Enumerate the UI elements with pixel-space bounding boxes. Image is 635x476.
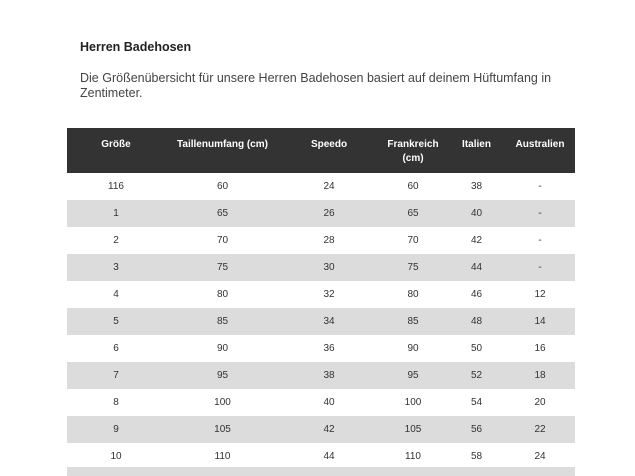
table-cell: 40 xyxy=(323,397,335,408)
table-cell: 24 xyxy=(323,181,335,192)
title: Herren Badehosen xyxy=(80,40,192,54)
table-cell: 60 xyxy=(407,181,419,192)
header-row: Größe Taillenumfang (cm) Speedo Frankreich … xyxy=(67,128,575,173)
column-header: Taillenumfang (cm) xyxy=(165,128,280,173)
table-cell: 30 xyxy=(280,254,378,281)
table-cell: 100 xyxy=(404,397,422,408)
table-cell: 48 xyxy=(448,308,505,335)
table-cell: 85 xyxy=(165,308,280,335)
table-cell: 116 xyxy=(108,181,124,192)
table-cell: 110 xyxy=(214,451,231,462)
table-cell: 3 xyxy=(67,254,165,281)
table-cell: 26 xyxy=(280,200,378,227)
table-cell: 110 xyxy=(405,451,421,462)
table-cell: 16 xyxy=(534,343,546,354)
table-cell: 80 xyxy=(216,289,229,300)
table-head: Größe Taillenumfang (cm) Speedo Frankreich … xyxy=(67,128,575,173)
table-cell: 80 xyxy=(407,289,419,300)
table-cell: 38 xyxy=(470,181,483,192)
row-stripe xyxy=(67,467,575,476)
table-cell: 1 xyxy=(67,200,165,227)
table-row: 6 90 36 90 50 16 xyxy=(67,335,575,362)
table-cell: 14 xyxy=(505,308,575,335)
table-cell: - xyxy=(538,181,542,192)
table-cell: 9 xyxy=(67,416,165,443)
table-cell: 70 xyxy=(216,235,229,246)
table-row: 116 60 24 60 38 - xyxy=(67,173,575,200)
table-cell: 8 xyxy=(113,397,119,408)
table-cell: 4 xyxy=(113,289,119,300)
table-cell: 46 xyxy=(470,289,483,300)
table-cell: 40 xyxy=(448,200,505,227)
table-cell: 60 xyxy=(216,181,229,192)
table-cell: 2 xyxy=(113,235,119,246)
column-header: Speedo xyxy=(280,128,378,173)
table-cell: 90 xyxy=(407,343,419,354)
column-header: Italien xyxy=(448,128,505,173)
table-cell: 34 xyxy=(280,308,378,335)
table-cell: 12 xyxy=(534,289,546,300)
table-cell: 42 xyxy=(470,235,483,246)
table-row: 9 105 42 105 56 22 xyxy=(67,416,575,443)
table-cell: 105 xyxy=(165,416,280,443)
table-row: 2 70 28 70 42 - xyxy=(67,227,575,254)
column-header: Frankreich (cm) xyxy=(378,128,448,173)
column-header: Größe xyxy=(67,128,165,173)
table-cell: 65 xyxy=(378,200,448,227)
table-row: 3 75 30 75 44- xyxy=(67,254,575,281)
table-cell: 10 xyxy=(110,451,122,462)
table-cell: 6 xyxy=(113,343,119,354)
table-cell: 44 xyxy=(448,254,505,281)
table-cell: 36 xyxy=(323,343,335,354)
table-cell: 18 xyxy=(505,362,575,389)
table-cell: 44 xyxy=(323,451,335,462)
table-cell: - xyxy=(505,254,575,281)
table-cell: 24 xyxy=(534,451,546,462)
table-cell: 5 xyxy=(67,308,165,335)
table-cell: 95 xyxy=(378,362,448,389)
table-cell: - xyxy=(538,235,542,246)
table-cell: 75 xyxy=(165,254,280,281)
table-cell: 42 xyxy=(280,416,378,443)
table-cell: - xyxy=(505,200,575,227)
description: Die Größenübersicht für unsere Herren Ba… xyxy=(80,71,552,100)
table-body: 116 60 24 60 38-1 65 26 65 40-2 70 28 70 42-3 75 30 75 4… xyxy=(67,173,575,470)
table-row: 8 100 40 100 54 20 xyxy=(67,389,575,416)
table-cell: 38 xyxy=(280,362,378,389)
table-cell: 22 xyxy=(505,416,575,443)
column-header: Australien xyxy=(505,128,575,173)
table-cell: 20 xyxy=(534,397,546,408)
table-cell: 85 xyxy=(378,308,448,335)
table-cell: 50 xyxy=(470,343,483,354)
table-row: 4 80 32 80 46 12 xyxy=(67,281,575,308)
table-cell: 56 xyxy=(448,416,505,443)
table-row: 1 65 26 65 40- xyxy=(67,200,575,227)
table-cell: 32 xyxy=(323,289,335,300)
table-cell: 28 xyxy=(323,235,335,246)
table-cell: 100 xyxy=(214,397,231,408)
table-row: 10 110 44 110 58 24 xyxy=(67,443,575,470)
table-cell: 54 xyxy=(470,397,483,408)
table-cell: 70 xyxy=(407,235,419,246)
table-cell: 75 xyxy=(378,254,448,281)
table-row: 5 85 34 85 48 14 xyxy=(67,308,575,335)
table-cell: 95 xyxy=(165,362,280,389)
table-cell: 90 xyxy=(216,343,229,354)
table-cell: 105 xyxy=(378,416,448,443)
table-row: 7 95 38 95 52 18 xyxy=(67,362,575,389)
table-cell: 65 xyxy=(165,200,280,227)
table-cell: 7 xyxy=(67,362,165,389)
table-cell: 52 xyxy=(448,362,505,389)
table-cell: 58 xyxy=(470,451,483,462)
size-table: Größe Taillenumfang (cm) Speedo Frankreich … xyxy=(67,128,575,470)
